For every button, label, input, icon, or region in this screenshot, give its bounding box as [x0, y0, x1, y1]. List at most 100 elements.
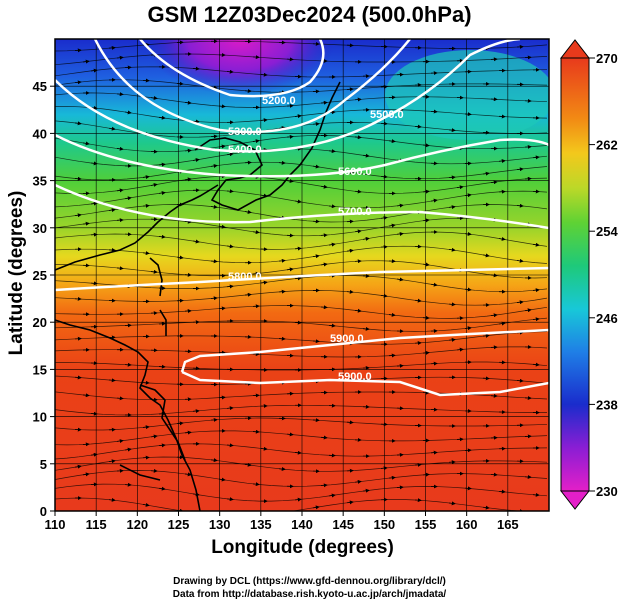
- wind-arrow: [532, 155, 540, 160]
- wind-arrow: [456, 185, 464, 190]
- wind-arrow: [116, 55, 124, 60]
- wind-arrow: [218, 477, 226, 482]
- wind-arrow: [244, 210, 252, 214]
- wind-arrow: [532, 317, 540, 322]
- wind-arrow: [252, 482, 260, 487]
- plot-area: [55, 39, 549, 511]
- wind-arrow: [226, 284, 234, 289]
- wind-arrow: [320, 262, 328, 267]
- wind-arrow: [448, 128, 456, 133]
- wind-arrow: [226, 497, 234, 502]
- wind-arrow: [82, 393, 90, 398]
- wind-arrow: [158, 115, 166, 120]
- wind-arrow: [448, 247, 456, 252]
- wind-arrow: [108, 497, 116, 502]
- wind-arrow: [260, 446, 268, 451]
- cold-core-low: [145, 39, 335, 95]
- wind-arrow: [210, 204, 218, 209]
- wind-arrow: [74, 176, 82, 181]
- wind-arrow: [278, 258, 286, 263]
- wind-arrow: [380, 215, 388, 220]
- wind-arrow: [516, 300, 524, 305]
- wind-arrow: [218, 224, 226, 229]
- contour-label: 5500.0: [370, 109, 404, 121]
- wind-arrow: [150, 269, 158, 274]
- x-tick-label: 145: [332, 517, 354, 532]
- wind-arrow: [516, 203, 524, 208]
- wind-arrow: [328, 149, 336, 154]
- wind-arrow: [218, 144, 226, 149]
- streamline: [55, 470, 548, 487]
- streamline: [55, 40, 548, 52]
- wind-arrow: [124, 447, 132, 452]
- wind-arrow: [142, 425, 150, 430]
- wind-arrow: [464, 287, 472, 292]
- wind-arrow: [252, 230, 260, 235]
- streamline: [55, 305, 548, 319]
- wind-arrow: [498, 159, 506, 164]
- x-tick-label: 120: [126, 517, 148, 532]
- wind-arrow: [278, 126, 286, 130]
- wind-arrow: [74, 464, 82, 469]
- streamline: [55, 456, 548, 472]
- wind-arrow: [150, 182, 158, 187]
- wind-arrow: [252, 139, 260, 144]
- y-tick-label: 35: [33, 174, 47, 189]
- wind-arrow: [362, 326, 370, 331]
- wind-arrow: [278, 467, 286, 472]
- wind-arrow: [210, 458, 218, 463]
- credit-drawing: Drawing by DCL (https://www.gfd-dennou.o…: [173, 576, 446, 587]
- x-tick-label: 160: [456, 517, 478, 532]
- wind-arrow: [142, 175, 150, 180]
- wind-arrow: [260, 118, 268, 123]
- wind-arrow: [150, 434, 158, 439]
- wind-arrow: [124, 196, 132, 201]
- wind-arrow: [380, 293, 388, 298]
- wind-arrow: [422, 262, 430, 267]
- contour-label: 5800.0: [228, 271, 262, 283]
- wind-arrow: [74, 80, 82, 85]
- wind-arrow: [260, 280, 268, 285]
- wind-arrow: [354, 189, 362, 194]
- contour-label: 5700.0: [338, 206, 372, 218]
- x-tick-label: 135: [250, 517, 272, 532]
- wind-arrow: [482, 505, 490, 510]
- x-axis-label: Longitude (degrees): [211, 537, 394, 558]
- wind-arrow: [362, 488, 370, 493]
- x-tick-label: 125: [168, 517, 190, 532]
- contour-label: 5900.0: [338, 371, 372, 383]
- wind-arrow: [108, 378, 116, 383]
- wind-arrow: [108, 45, 116, 50]
- wind-arrow: [414, 124, 422, 129]
- wind-arrow: [226, 189, 234, 194]
- wind-arrow: [286, 432, 294, 437]
- colorbar-tick-label: 270: [596, 51, 618, 66]
- contour-label: 5200.0: [262, 95, 296, 107]
- wind-arrow: [354, 229, 362, 234]
- wind-arrow: [396, 231, 404, 236]
- colorbar-bottom-arrow: [559, 490, 591, 510]
- y-tick-label: 30: [33, 221, 47, 236]
- streamline: [55, 245, 548, 264]
- wind-arrow: [142, 251, 150, 256]
- wind-arrow: [422, 143, 430, 148]
- wind-arrow: [354, 308, 362, 313]
- wind-arrow: [482, 333, 490, 338]
- wind-arrow: [294, 497, 302, 502]
- wind-arrow: [414, 298, 422, 303]
- streamline: [55, 217, 548, 237]
- contour-label: 5900.0: [330, 333, 364, 345]
- wind-arrow: [192, 239, 200, 244]
- contour-label: 5300.0: [228, 126, 262, 138]
- wind-arrow: [116, 266, 124, 271]
- wind-arrow: [396, 277, 404, 282]
- wind-arrow: [210, 259, 218, 264]
- wind-arrow: [380, 174, 388, 179]
- wind-arrow: [320, 435, 328, 440]
- x-tick-label: 130: [209, 517, 231, 532]
- wind-arrow: [210, 164, 218, 168]
- wind-arrow: [176, 81, 184, 86]
- wind-arrow: [226, 152, 234, 157]
- wind-streamlines: [55, 39, 548, 511]
